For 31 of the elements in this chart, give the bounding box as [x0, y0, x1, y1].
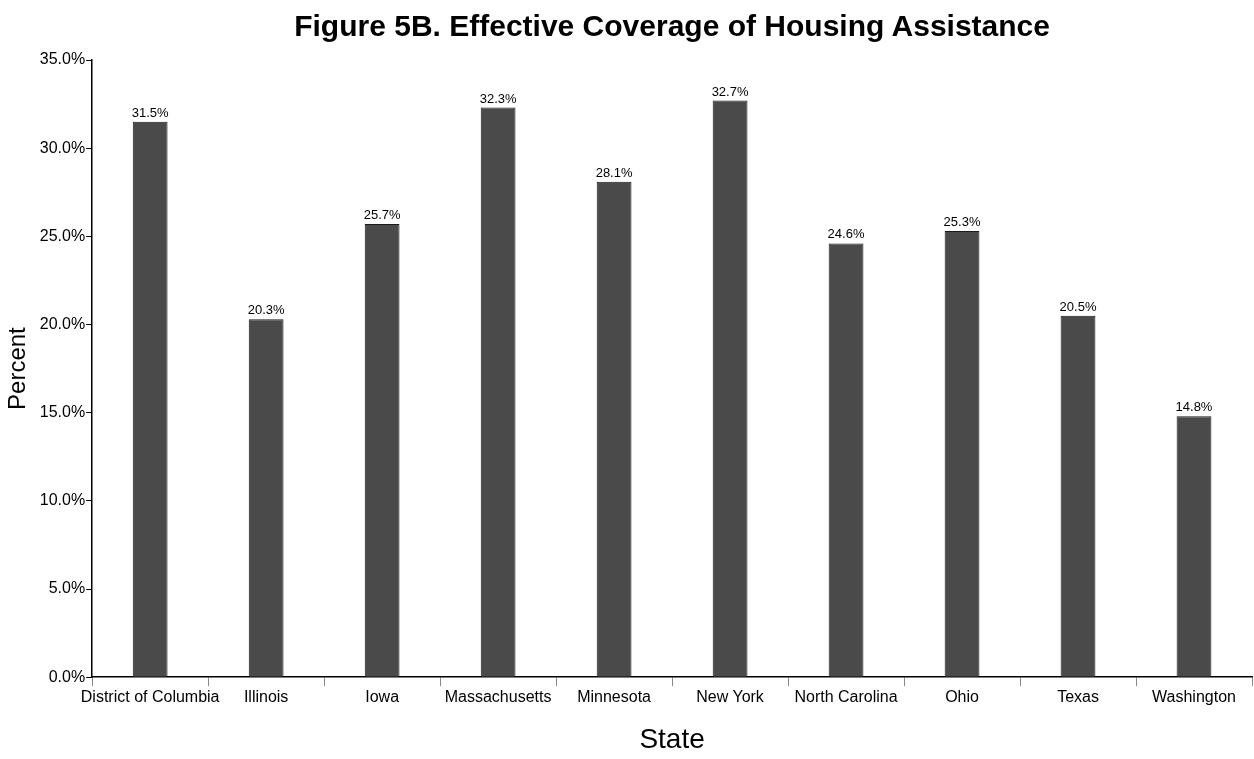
x-tick-label: Texas	[1057, 688, 1099, 706]
data-label: 25.7%	[363, 207, 401, 223]
data-label: 28.1%	[595, 164, 633, 180]
y-tick-label: 10.0%	[39, 491, 86, 509]
y-tick-label: 0.0%	[48, 667, 86, 685]
x-tick-label: Massachusetts	[444, 688, 552, 706]
x-tick-label: Iowa	[365, 688, 400, 706]
data-label: 32.3%	[479, 90, 517, 106]
data-label: 25.3%	[943, 214, 981, 230]
y-tick-label: 15.0%	[39, 403, 86, 421]
data-label: 32.7%	[711, 83, 749, 99]
data-label: 20.5%	[1059, 298, 1097, 314]
y-tick-label: 30.0%	[39, 138, 86, 156]
y-tick-label: 25.0%	[39, 226, 86, 244]
y-tick-label: 20.0%	[39, 314, 86, 332]
x-tick-label: Washington	[1152, 688, 1236, 706]
x-tick-label: North Carolina	[794, 688, 898, 706]
chart-title: Figure 5B. Effective Coverage of Housing Assistance	[294, 9, 1050, 43]
x-tick-label: Ohio	[945, 688, 980, 706]
y-tick-label: 35.0%	[39, 50, 86, 68]
data-label: 14.8%	[1175, 399, 1213, 415]
x-tick-label: New York	[696, 688, 765, 706]
x-tick-label: District of Columbia	[80, 688, 220, 706]
data-label: 20.3%	[247, 302, 286, 318]
data-label: 31.5%	[131, 104, 170, 120]
x-tick-label: Illinois	[243, 688, 289, 706]
data-label: 24.6%	[827, 226, 865, 242]
x-tick-label: Minnesota	[577, 688, 652, 706]
x-axis-title: State	[639, 722, 705, 754]
y-tick-label: 5.0%	[48, 579, 86, 597]
y-axis-title: Percent	[3, 326, 31, 410]
